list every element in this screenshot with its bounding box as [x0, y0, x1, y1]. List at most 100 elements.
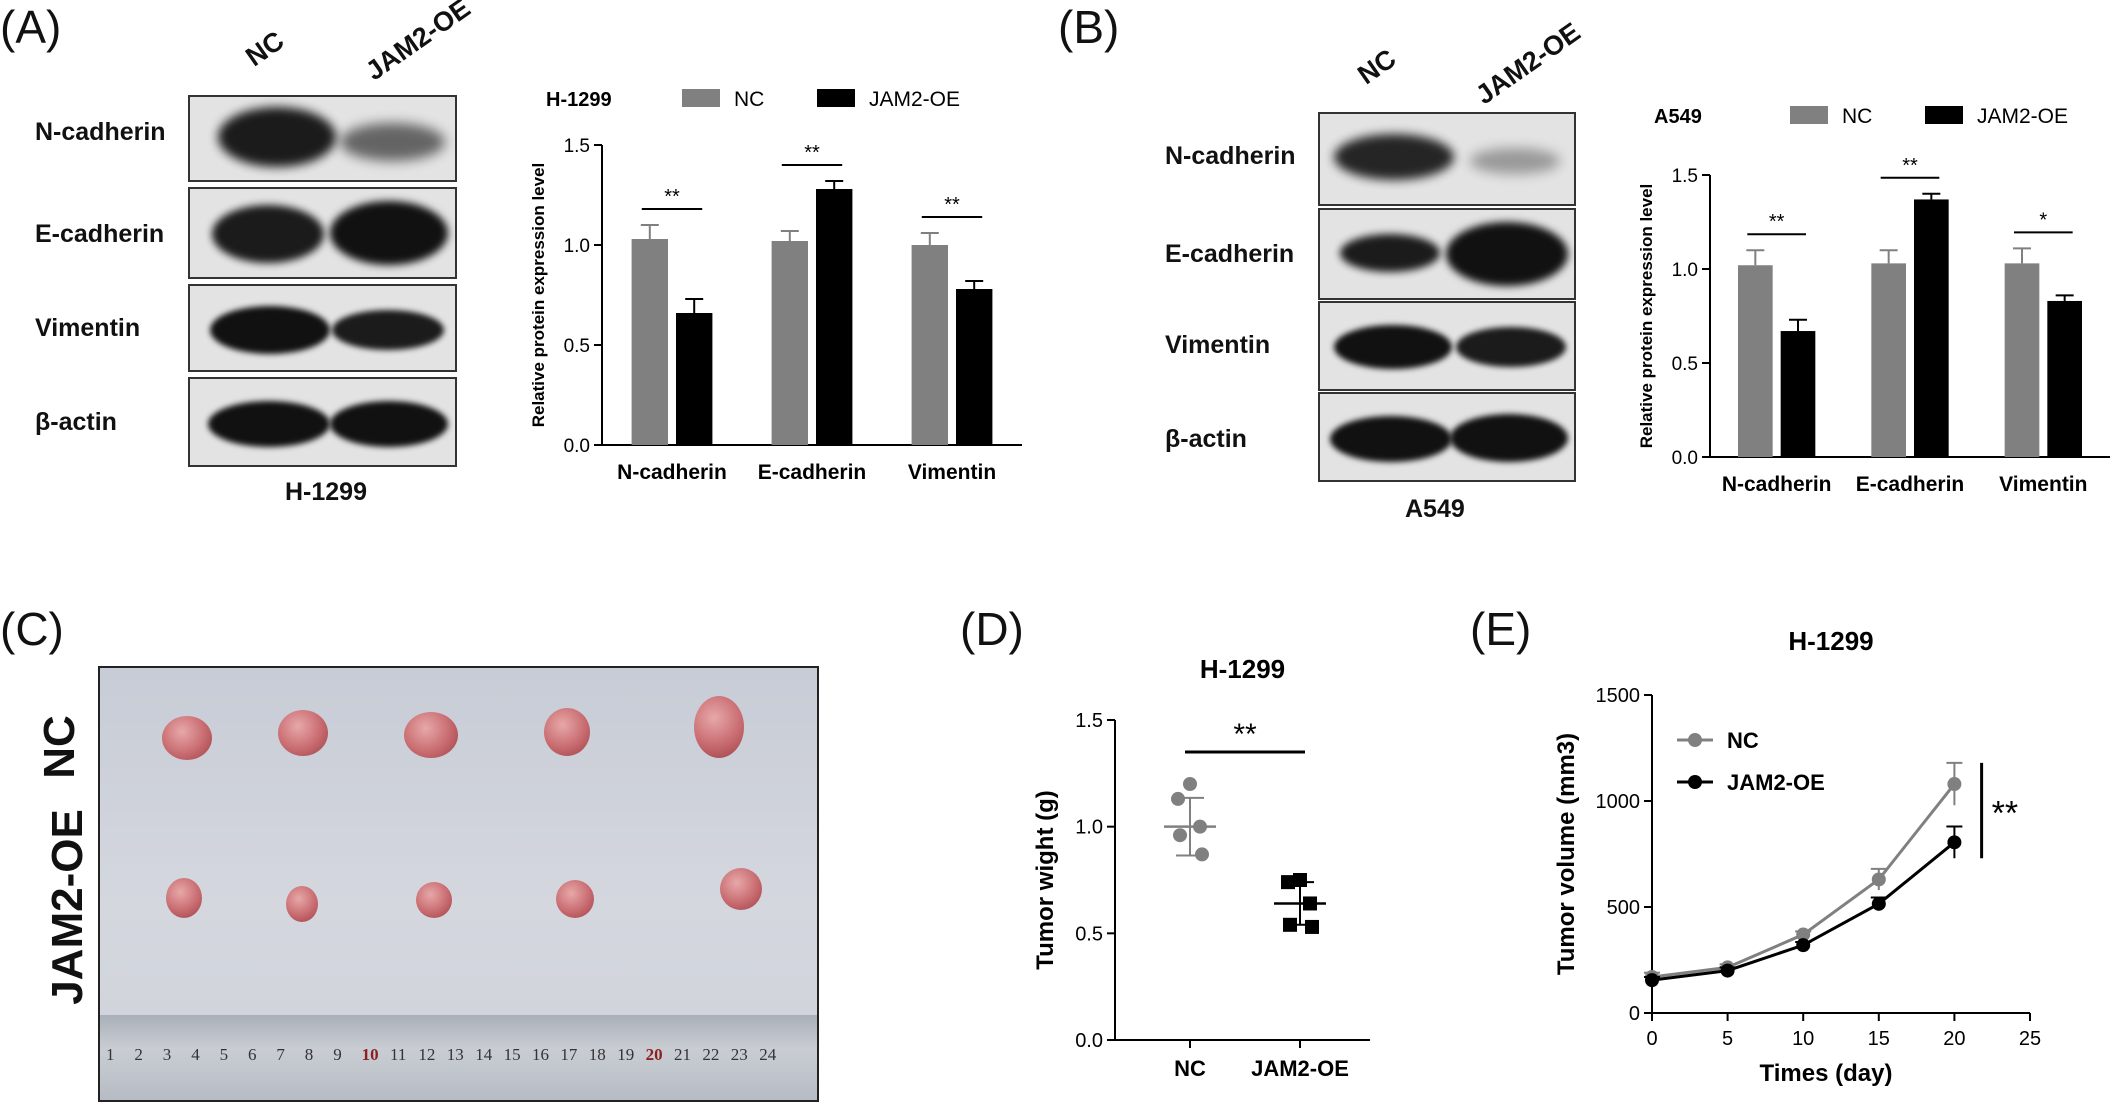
- legend-label: JAM2-OE: [1727, 770, 1825, 795]
- x-tick-label: 5: [1722, 1028, 1733, 1050]
- significance-label: **: [944, 194, 960, 216]
- blot-strip-ecad-b: [1318, 208, 1576, 300]
- bar: [631, 239, 668, 445]
- x-axis-label: Times (day): [1760, 1060, 1893, 1087]
- ruler-number: 21: [674, 1045, 691, 1064]
- cell-line-label-b: A549: [1405, 495, 1465, 523]
- x-tick-label: N-cadherin: [617, 461, 727, 484]
- ruler-number: 6: [248, 1045, 257, 1064]
- y-tick-label: 1.0: [1075, 817, 1103, 839]
- lane-label-jam2-a: JAM2-OE: [360, 0, 476, 87]
- ruler-number: 18: [588, 1045, 606, 1064]
- ruler-number: 1: [106, 1045, 115, 1064]
- x-tick-label: NC: [1174, 1056, 1206, 1081]
- data-point: [1871, 896, 1886, 911]
- significance-label: **: [1769, 211, 1785, 233]
- chart-d: H-1299 0.0 0.5 1.0 1.5 Tumor wight (g) NC JAM2-…: [1032, 654, 1370, 1081]
- tumor-nc-4: [544, 708, 590, 756]
- tumor-oe-4: [556, 880, 594, 918]
- data-point: [1947, 777, 1962, 792]
- ruler-number: 14: [475, 1045, 493, 1064]
- data-point: [1871, 872, 1886, 887]
- row-label-vim-a: Vimentin: [35, 314, 141, 342]
- y-tick-label: 1000: [1596, 791, 1641, 813]
- chart-b: 0.0 0.5 1.0 1.5 Relative protein expression …: [1640, 105, 2110, 496]
- ruler-number: 20: [645, 1045, 663, 1064]
- blot-strip-vim-a: [188, 284, 457, 372]
- lane-label-nc-b: NC: [1352, 43, 1402, 91]
- significance-label: **: [1233, 718, 1257, 751]
- tumor-oe-2: [286, 886, 318, 922]
- data-point: [1171, 791, 1185, 806]
- panel-label-a: (A): [0, 1, 62, 53]
- y-tick-label: 1500: [1596, 685, 1641, 707]
- legend-swatch: [1790, 106, 1828, 124]
- y-tick-label: 0.0: [1075, 1030, 1103, 1052]
- legend-swatch: [682, 89, 720, 107]
- row-label-vim-b: Vimentin: [1165, 331, 1271, 359]
- row-label-actin-a: β-actin: [35, 408, 117, 436]
- row-label-actin-b: β-actin: [1165, 425, 1247, 453]
- chart-a: 0.0 0.5 1.0 1.5 Relative protein expression …: [529, 88, 1022, 484]
- tumor-oe-3: [416, 882, 452, 918]
- y-tick-label: 0.5: [1075, 923, 1103, 945]
- ruler-number: 24: [759, 1045, 777, 1064]
- blot-strip-ecad-a: [188, 187, 457, 279]
- x-tick-label: JAM2-OE: [1251, 1056, 1349, 1081]
- row-label-jam2-c: JAM2-OE: [42, 809, 92, 1005]
- ruler-number: 5: [219, 1045, 229, 1064]
- row-label-ecad-a: E-cadherin: [35, 220, 165, 248]
- tumor-nc-2: [278, 710, 328, 756]
- x-tick-label: 15: [1868, 1028, 1890, 1050]
- bar: [676, 313, 713, 445]
- legend-marker: [1688, 775, 1702, 789]
- significance-label: *: [2039, 209, 2047, 231]
- data-point: [1645, 973, 1659, 988]
- cell-line-label-a: H-1299: [285, 478, 367, 506]
- x-tick-label: Vimentin: [908, 461, 996, 484]
- panel-label-d: (D): [960, 603, 1024, 655]
- ruler-number: 22: [702, 1045, 720, 1064]
- data-point: [1947, 835, 1962, 850]
- y-tick-label: 1.0: [1672, 260, 1698, 281]
- data-point: [1183, 777, 1197, 791]
- y-tick-label: 1.5: [1075, 710, 1103, 732]
- y-tick-label: 500: [1607, 897, 1640, 919]
- bar: [911, 245, 948, 445]
- bar: [1780, 331, 1816, 457]
- legend-label: NC: [734, 88, 764, 111]
- chart-e: H-1299 0 500 1000 1500 0 5 10 15 20 25 Times (day) T…: [1553, 626, 2041, 1087]
- ruler: 1 2 3 4 5 6 7 8 9 10 11 12 13 14 15 16 17 18 19 20 21 22 23 24: [100, 1015, 817, 1100]
- ruler-number: 10: [361, 1045, 379, 1064]
- tumor-oe-1: [166, 878, 202, 918]
- data-point: [1293, 873, 1307, 887]
- chart-title: H-1299: [546, 89, 612, 111]
- ruler-number: 17: [560, 1045, 578, 1064]
- legend-label: NC: [1842, 105, 1872, 128]
- row-label-ecad-b: E-cadherin: [1165, 240, 1295, 268]
- legend-swatch: [1925, 106, 1963, 124]
- ruler-number: 4: [191, 1045, 200, 1064]
- tumor-photo: 1 2 3 4 5 6 7 8 9 10 11 12 13 14 15 16 17 18 19 20 21 22 23 24: [98, 666, 819, 1102]
- legend-label: JAM2-OE: [869, 88, 960, 111]
- bar: [1871, 263, 1906, 457]
- row-label-ncad-a: N-cadherin: [35, 118, 166, 146]
- legend-label: NC: [1727, 728, 1759, 753]
- x-tick-label: N-cadherin: [1722, 473, 1832, 496]
- legend-label: JAM2-OE: [1977, 105, 2068, 128]
- lane-label-jam2-b: JAM2-OE: [1470, 16, 1586, 111]
- chart-title: H-1299: [1788, 626, 1873, 656]
- y-tick-label: 1.0: [564, 236, 590, 257]
- tumor-oe-5: [720, 868, 762, 910]
- y-tick-label: 0.5: [1672, 354, 1698, 375]
- legend-swatch: [817, 89, 855, 107]
- data-point: [1173, 828, 1187, 843]
- bar: [2004, 263, 2040, 457]
- tumor-nc-1: [162, 716, 212, 760]
- bar: [771, 241, 808, 445]
- significance-label: **: [804, 142, 820, 164]
- x-tick-label: 10: [1792, 1028, 1814, 1050]
- bar: [816, 189, 853, 445]
- ruler-number: 19: [617, 1045, 635, 1064]
- blot-strip-ncad-a: [188, 95, 457, 182]
